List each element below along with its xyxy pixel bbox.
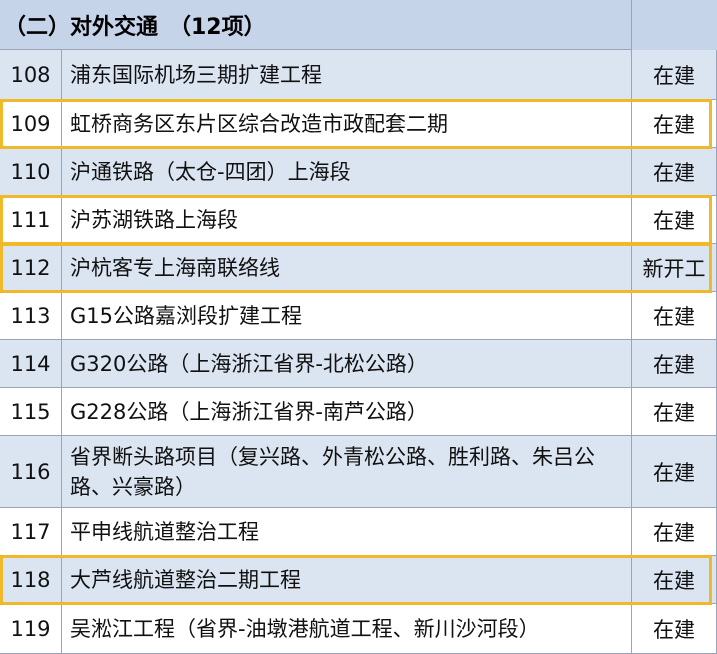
project-name: G15公路嘉浏段扩建工程	[62, 292, 632, 340]
project-name: 虹桥商务区东片区综合改造市政配套二期	[62, 100, 632, 148]
status: 在建	[632, 388, 717, 436]
row-number: 114	[0, 340, 62, 388]
row-number: 119	[0, 604, 62, 654]
status: 新开工	[632, 244, 717, 292]
header-cell	[632, 0, 717, 51]
status: 在建	[632, 196, 717, 244]
status: 在建	[632, 556, 717, 604]
status: 在建	[632, 100, 717, 148]
row-number: 113	[0, 292, 62, 340]
status: 在建	[632, 436, 717, 508]
status: 在建	[632, 340, 717, 388]
status: 在建	[632, 148, 717, 196]
project-name: 沪杭客专上海南联络线	[62, 244, 632, 292]
row-number: 110	[0, 148, 62, 196]
row-number: 116	[0, 436, 62, 508]
row-number: 115	[0, 388, 62, 436]
row-number: 117	[0, 508, 62, 556]
row-number: 109	[0, 100, 62, 148]
status: 在建	[632, 508, 717, 556]
project-name: 吴淞江工程（省界-油墩港航道工程、新川沙河段）	[62, 604, 632, 654]
project-name: G320公路（上海浙江省界-北松公路）	[62, 340, 632, 388]
project-name: 沪苏湖铁路上海段	[62, 196, 632, 244]
project-name: G228公路（上海浙江省界-南芦公路）	[62, 388, 632, 436]
row-number: 108	[0, 50, 62, 100]
row-number: 112	[0, 244, 62, 292]
project-name: 大芦线航道整治二期工程	[62, 556, 632, 604]
project-name: 平申线航道整治工程	[62, 508, 632, 556]
status: 在建	[632, 292, 717, 340]
section-header: （二）对外交通 （12项）	[0, 0, 632, 50]
project-name: 沪通铁路（太仓-四团）上海段	[62, 148, 632, 196]
status: 在建	[632, 50, 717, 100]
project-name: 省界断头路项目（复兴路、外青松公路、胜利路、朱吕公路、兴豪路）	[62, 436, 632, 508]
row-number: 111	[0, 196, 62, 244]
project-name: 浦东国际机场三期扩建工程	[62, 50, 632, 100]
status: 在建	[632, 604, 717, 654]
row-number: 118	[0, 556, 62, 604]
